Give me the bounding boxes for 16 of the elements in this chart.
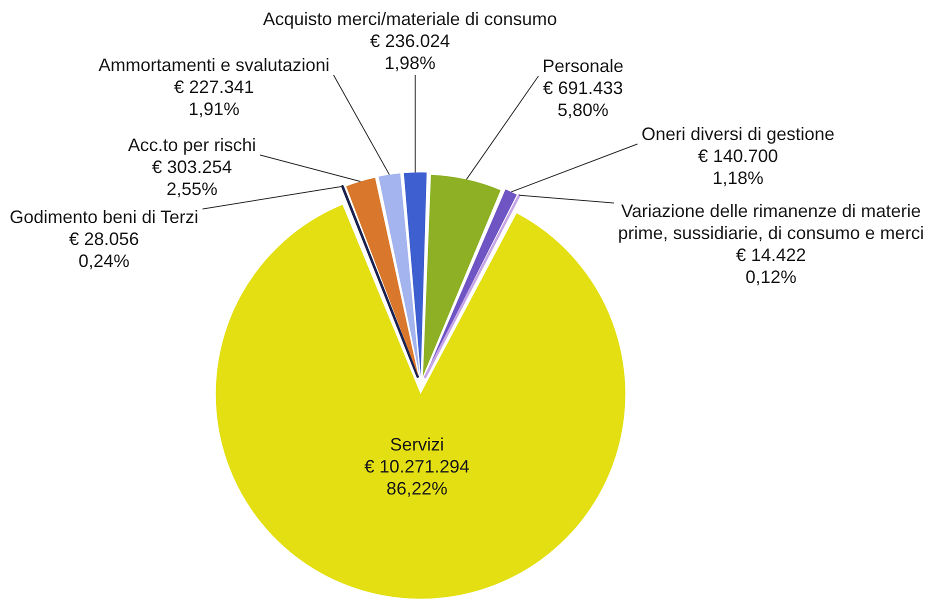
slice-label: Godimento beni di Terzi (10, 206, 198, 227)
data-label: € 303.254 2,55% (152, 156, 232, 199)
slice-label: Acquisto merci/materiale di consumo (262, 8, 558, 29)
data-label: € 691.433 5,80% (542, 78, 624, 120)
data-label: € 14.422 0,12% (736, 244, 806, 287)
slice-label: Variazione delle rimanenze di materie prime, sussidiarie, di consumo e merci (618, 200, 924, 243)
slice-label: Personale (542, 56, 624, 76)
slice-label: Ammortamenti e svalutazioni (98, 54, 330, 75)
data-label: € 236.024 1,98% (370, 30, 450, 73)
slice-label: Oneri diversi di gestione (641, 124, 835, 144)
data-label: € 10.271.294 86,22% (364, 456, 470, 499)
data-label: € 227.341 1,91% (174, 76, 254, 119)
data-label: € 28.056 0,24% (68, 228, 140, 271)
slice-label: Acc.to per rischi (128, 134, 256, 155)
slice-label: Servizi (390, 434, 444, 455)
data-label: € 140.700 1,18% (698, 146, 778, 188)
